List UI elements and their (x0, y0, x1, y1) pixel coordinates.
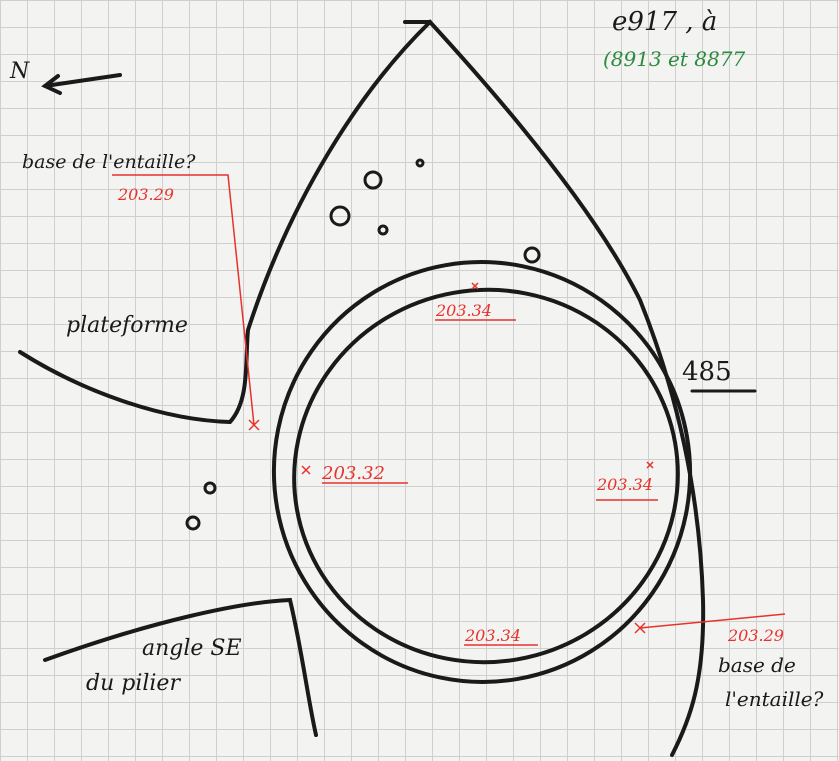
label: du pilier (86, 671, 181, 696)
structure-number: 485 (682, 357, 732, 387)
level: 203.34 (435, 301, 492, 320)
label: base de (718, 653, 796, 677)
north-label: N (9, 59, 30, 84)
level: 203.29 (117, 185, 174, 204)
label: plateforme (66, 313, 188, 338)
red-line-nw (112, 175, 259, 430)
level: 203.34 (596, 475, 653, 494)
pilier-outline (45, 600, 316, 735)
level: 203.32 (321, 463, 385, 484)
sketch: e917 , à (8913 et 8877 N base de l'entai… (0, 0, 839, 761)
label: angle SE (142, 636, 242, 661)
level: 203.29 (727, 626, 784, 645)
header-text: e917 , à (612, 7, 717, 37)
drawing: e917 , à (8913 et 8877 N base de l'entai… (0, 0, 839, 761)
north-arrow (45, 75, 120, 93)
level: 203.34 (464, 626, 521, 645)
header-text: (8913 et 8877 (603, 47, 745, 71)
label: base de l'entaille? (22, 151, 196, 173)
label: l'entaille? (725, 687, 824, 711)
